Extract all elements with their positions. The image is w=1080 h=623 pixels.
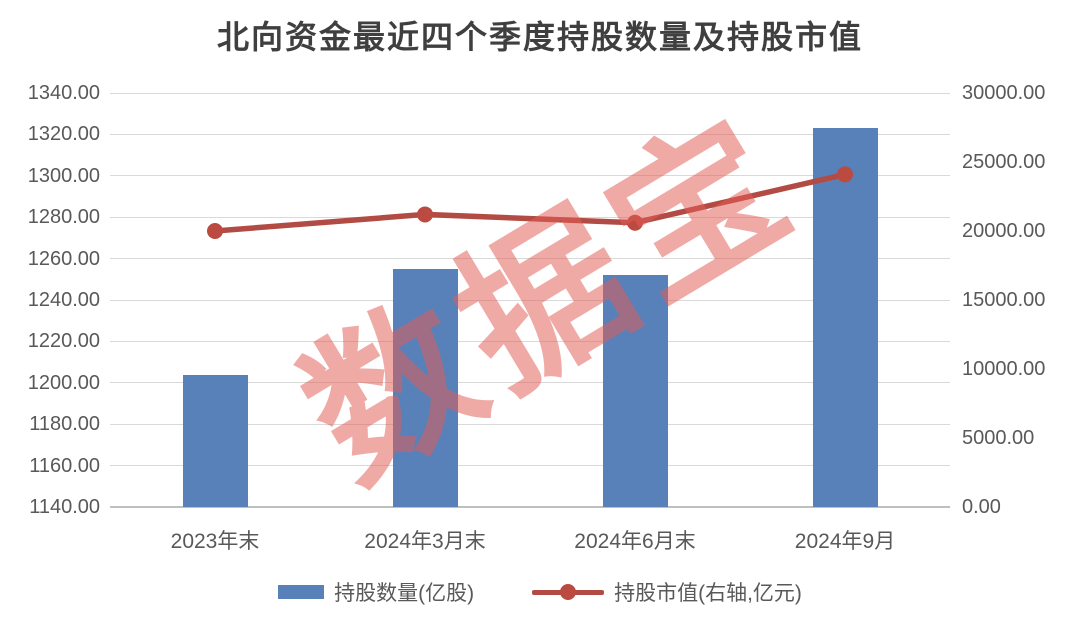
right-axis-tick-label: 0.00 <box>962 496 1001 518</box>
left-axis-tick-label: 1220.00 <box>27 330 100 353</box>
legend-item-bar-series: 持股数量(亿股) <box>278 577 474 607</box>
gridline <box>110 133 950 135</box>
legend-item-line-series: 持股市值(右轴,亿元) <box>532 577 802 607</box>
x-axis-label: 2024年6月末 <box>574 530 696 553</box>
gridline <box>110 506 950 508</box>
left-axis-tick-label: 1320.00 <box>27 123 100 146</box>
right-axis-tick-label: 30000.00 <box>962 82 1046 104</box>
left-axis-tick-label: 1200.00 <box>27 371 100 394</box>
left-axis-tick-label: 1180.00 <box>29 413 100 436</box>
gridline <box>110 340 950 342</box>
right-axis-tick-label: 20000.00 <box>962 220 1046 242</box>
bar-2024年9月 <box>812 128 878 507</box>
left-axis-tick-label: 1240.00 <box>27 289 100 311</box>
watermark: 数据宝 <box>275 82 826 514</box>
legend-bar-swatch-icon <box>278 585 325 599</box>
gridline <box>110 92 950 94</box>
left-axis-tick-label: 1300.00 <box>27 164 100 187</box>
left-axis-tick-label: 1340.00 <box>27 82 100 104</box>
chart-title: 北向资金最近四个季度持股数量及持股市值 <box>216 19 863 55</box>
right-axis-tick-label: 25000.00 <box>962 151 1046 173</box>
left-axis-tick-label: 1160.00 <box>29 454 100 477</box>
gridline <box>110 382 950 384</box>
line-marker-icon <box>207 223 223 239</box>
legend-bar-label: 持股数量(亿股) <box>334 582 475 605</box>
right-axis-tick-label: 5000.00 <box>962 427 1035 449</box>
gridline <box>110 465 950 467</box>
legend: 持股数量(亿股) 持股市值(右轴,亿元) <box>0 577 1080 607</box>
x-axis-label: 2024年3月末 <box>364 530 486 553</box>
left-axis-tick-label: 1280.00 <box>27 206 100 229</box>
bar-2023年末 <box>182 374 248 507</box>
left-axis-tick-label: 1140.00 <box>29 496 100 518</box>
legend-line-label: 持股市值(右轴,亿元) <box>614 582 802 605</box>
right-axis-tick-label: 15000.00 <box>962 289 1046 311</box>
x-axis-label: 2023年末 <box>170 530 260 553</box>
legend-line-marker-icon <box>560 584 577 600</box>
x-axis-label: 2024年9月 <box>794 530 896 553</box>
gridline <box>110 258 950 260</box>
right-axis-tick-label: 10000.00 <box>962 358 1046 380</box>
left-axis-tick-label: 1260.00 <box>27 247 100 270</box>
bar-2024年3月末 <box>392 268 458 507</box>
gridline <box>110 423 950 425</box>
gridline <box>110 299 950 301</box>
legend-line-swatch-icon <box>532 584 605 600</box>
bar-2024年6月末 <box>602 275 668 507</box>
line-marker-icon <box>417 206 433 223</box>
